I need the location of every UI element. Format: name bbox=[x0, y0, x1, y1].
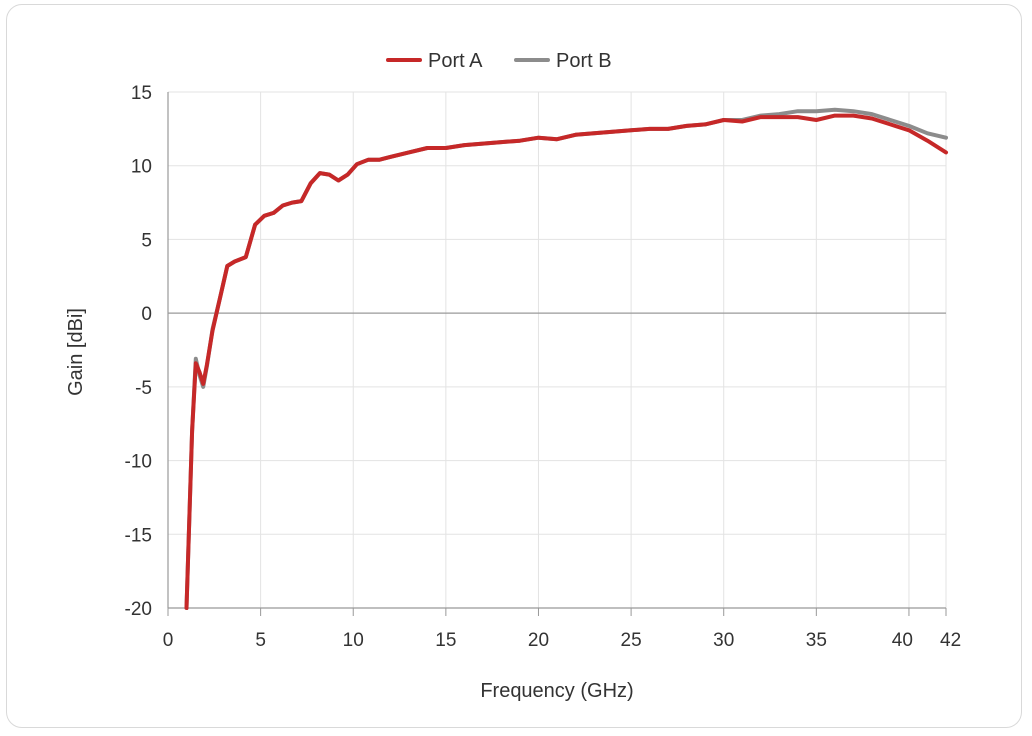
y-tick-label: -20 bbox=[125, 599, 152, 620]
y-tick-label: 15 bbox=[131, 83, 152, 104]
x-tick-label: 40 bbox=[892, 630, 913, 651]
y-tick-label: -5 bbox=[135, 378, 152, 399]
y-tick-label: 0 bbox=[141, 304, 152, 325]
legend-label: Port B bbox=[556, 50, 612, 72]
legend-item-port-a[interactable]: Port A bbox=[386, 50, 483, 72]
y-tick-label: -15 bbox=[125, 525, 152, 546]
series-line-port-b bbox=[184, 107, 948, 610]
x-tick-label: 35 bbox=[806, 630, 827, 651]
chart-card bbox=[6, 4, 1022, 728]
x-tick-label: 10 bbox=[343, 630, 364, 651]
x-tick-label: 25 bbox=[621, 630, 642, 651]
y-axis-title: Gain [dBi] bbox=[65, 308, 87, 396]
series-lines bbox=[184, 107, 948, 610]
x-tick-label: 30 bbox=[713, 630, 734, 651]
series-line-port-a bbox=[184, 113, 948, 610]
x-tick-label: 5 bbox=[255, 630, 266, 651]
legend-item-port-b[interactable]: Port B bbox=[514, 50, 612, 72]
x-axis-title: Frequency (GHz) bbox=[480, 680, 633, 702]
legend-label: Port A bbox=[428, 50, 483, 72]
y-tick-label: 5 bbox=[141, 230, 152, 251]
axes: 0 5 10 15 20 25 30 35 40 42 15 10 5 0 -5 -10 -15 -20 bbox=[125, 83, 962, 651]
y-tick-label: 10 bbox=[131, 157, 152, 178]
x-tick-label: 15 bbox=[435, 630, 456, 651]
x-tick-label: 20 bbox=[528, 630, 549, 651]
legend[interactable]: Port A Port B bbox=[386, 50, 612, 72]
grid-lines bbox=[167, 91, 947, 609]
x-tick-label: 0 bbox=[163, 630, 174, 651]
y-tick-label: -10 bbox=[125, 452, 152, 473]
x-tick-label: 42 bbox=[940, 630, 961, 651]
